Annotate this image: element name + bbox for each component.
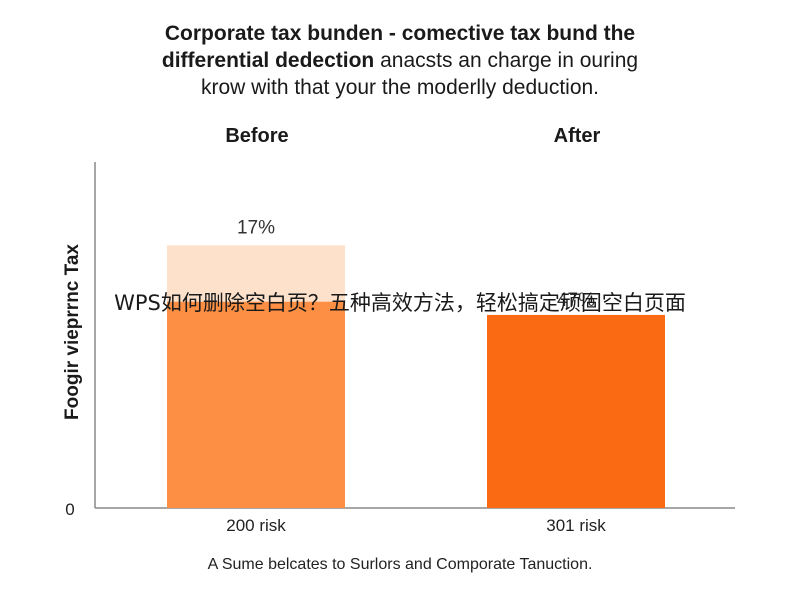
y-tick-label-0: 0 — [65, 500, 74, 519]
panel-label-after: After — [554, 125, 601, 147]
y-axis-title: Foogir vieprrnc Tax — [62, 244, 83, 420]
title-line-3-text: krow with that your the moderlly deducti… — [200, 76, 600, 99]
data-label-after: 47% — [557, 290, 595, 311]
title-line-2-rest-text: anacsts an charge in ouring — [374, 49, 639, 72]
panel-label-before: Before — [225, 125, 288, 147]
x-tick-label-0: 200 risk — [226, 516, 286, 535]
title-line-1: Corporate tax bunden - comective tax bun… — [60, 20, 740, 47]
bar-after — [487, 314, 665, 508]
title-line-3: krow with that your the moderlly deducti… — [60, 74, 740, 101]
bar-before-top-band — [167, 245, 345, 302]
title-line-2-bold-text: differential dedection — [161, 49, 375, 72]
chart-caption: A Sume belcates to Surlors and Comporate… — [207, 556, 593, 573]
title-line-1-text: Corporate tax bunden - comective tax bun… — [164, 22, 636, 45]
chart-title: Corporate tax bunden - comective tax bun… — [60, 20, 740, 101]
title-line-2: differential dedection anacsts an charge… — [60, 47, 740, 74]
data-label-before: 17% — [237, 218, 275, 239]
x-tick-label-1: 301 risk — [546, 516, 606, 535]
